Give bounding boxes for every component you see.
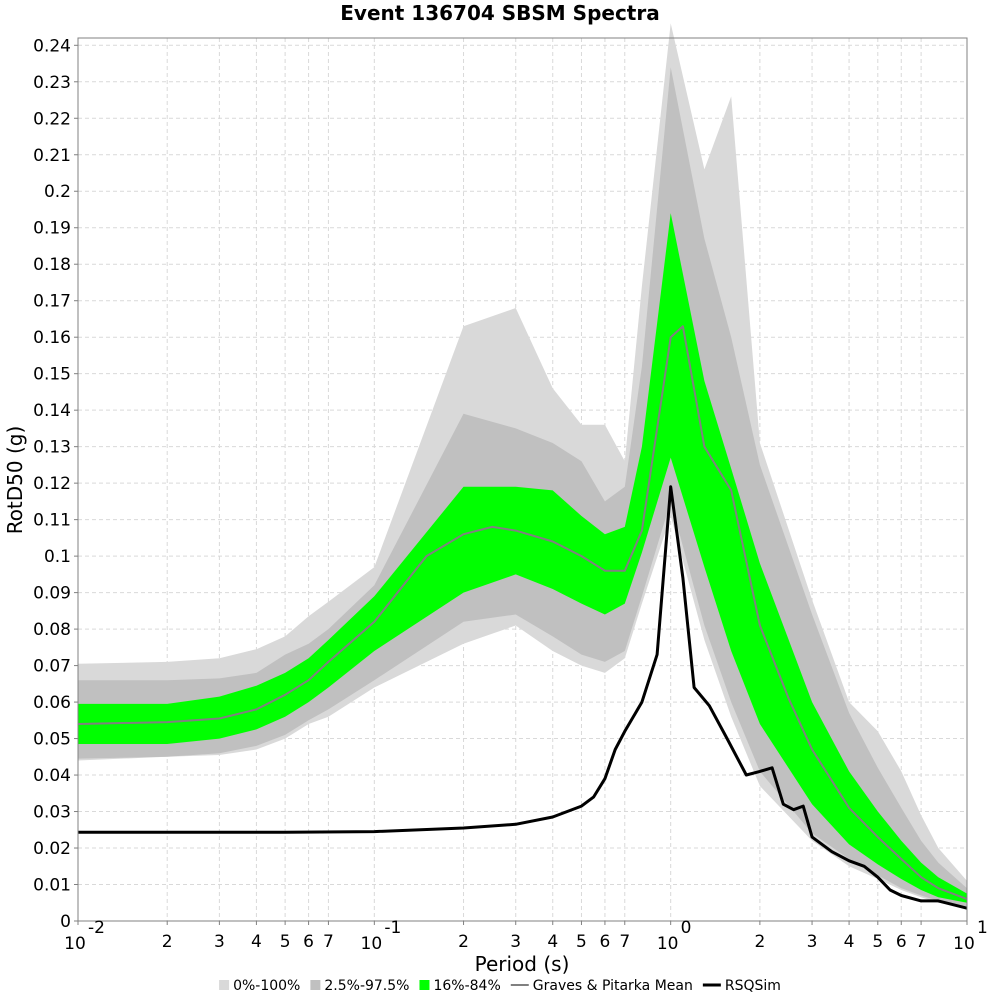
y-tick-label: 0.08 [33,620,71,640]
x-tick-decade-label: 10 [64,934,86,954]
x-tick-exponent: -1 [384,918,401,938]
y-tick-label: 0.02 [33,839,71,859]
y-tick-label: 0.03 [33,803,71,823]
x-tick-label: 7 [916,932,927,952]
y-tick-label: 0.09 [33,584,71,604]
legend-label: 2.5%-97.5% [324,978,409,994]
x-tick-exponent: 1 [977,918,988,938]
y-tick-label: 0.17 [33,292,71,312]
y-tick-label: 0.15 [33,365,71,385]
y-tick-label: 0.06 [33,693,71,713]
x-tick-label: 3 [214,932,225,952]
y-tick-label: 0.1 [44,547,71,567]
x-tick-label: 3 [510,932,521,952]
x-tick-exponent: 0 [681,918,692,938]
x-tick-label: 5 [872,932,883,952]
graves-pitarka-mean-line [77,325,968,901]
legend-swatch [310,980,321,990]
x-axis-label: Period (s) [475,952,570,976]
x-tick-label: 5 [280,932,291,952]
band-2 [78,213,967,903]
y-tick-label: 0.07 [33,657,71,677]
y-tick-label: 0.05 [33,730,71,750]
x-tick-decade-label: 10 [953,934,975,954]
y-tick-label: 0.24 [33,36,71,56]
y-tick-label: 0 [60,912,71,932]
x-tick-label: 6 [303,932,314,952]
y-tick-label: 0.16 [33,328,71,348]
data-series [77,325,968,910]
y-tick-label: 0.12 [33,474,71,494]
y-tick-label: 0.04 [33,766,71,786]
x-tick-label: 2 [162,932,173,952]
x-tick-exponent: -2 [88,918,105,938]
y-tick-label: 0.2 [44,182,71,202]
y-tick-label: 0.11 [33,511,71,531]
y-tick-label: 0.22 [33,109,71,129]
x-tick-decade-label: 10 [657,934,679,954]
legend-label: 16%-84% [433,978,500,994]
x-tick-label: 2 [458,932,469,952]
legend-swatch [219,980,230,990]
y-tick-label: 0.01 [33,876,71,896]
x-tick-label: 7 [619,932,630,952]
legend: 0%-100% 2.5%-97.5% 16%-84% Graves & Pitarka… [219,978,781,994]
y-tick-label: 0.13 [33,438,71,458]
legend-label: 0%-100% [233,978,300,994]
y-tick-label: 0.19 [33,219,71,239]
y-axis-ticks: 0 0.01 0.02 0.03 0.04 0.05 0.06 0.07 0.08 0.09 0.1… [33,36,78,932]
x-tick-label: 5 [576,932,587,952]
y-tick-label: 0.21 [33,146,71,166]
x-tick-label: 4 [251,932,262,952]
legend-swatch [419,980,430,990]
x-tick-label: 4 [844,932,855,952]
y-tick-label: 0.23 [33,73,71,93]
legend-label: Graves & Pitarka Mean [533,978,693,994]
x-tick-label: 2 [754,932,765,952]
x-tick-label: 7 [323,932,334,952]
x-tick-label: 3 [807,932,818,952]
plot-frame [77,37,968,922]
y-tick-label: 0.18 [33,255,71,275]
x-tick-label: 4 [547,932,558,952]
legend-label: RSQSim [725,978,781,994]
rsqsim-line [78,485,968,910]
percentile-bands [78,23,967,907]
x-tick-label: 6 [896,932,907,952]
x-tick-label: 6 [600,932,611,952]
chart-title: Event 136704 SBSM Spectra [340,1,659,25]
x-tick-decade-label: 10 [361,934,383,954]
y-tick-label: 0.14 [33,401,71,421]
y-axis-label: RotD50 (g) [3,426,27,535]
